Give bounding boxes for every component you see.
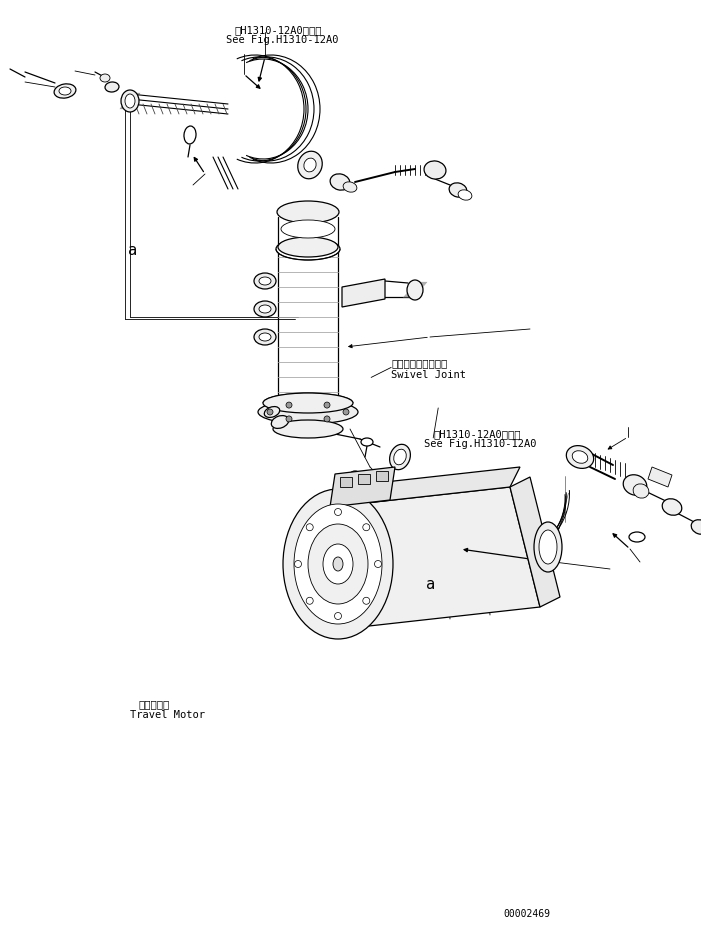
Ellipse shape [330,174,350,191]
Circle shape [306,524,313,531]
Ellipse shape [534,523,562,572]
Text: スイベルジョイント: スイベルジョイント [391,358,447,368]
Text: See Fig.H1310-12A0: See Fig.H1310-12A0 [226,35,338,45]
Ellipse shape [121,91,139,113]
Ellipse shape [273,421,343,438]
Ellipse shape [100,75,110,83]
Ellipse shape [264,407,280,418]
Text: a: a [426,577,435,591]
Circle shape [343,410,349,415]
Text: Travel Motor: Travel Motor [130,709,205,719]
Ellipse shape [283,489,393,640]
Ellipse shape [361,438,373,447]
Polygon shape [330,488,540,628]
Ellipse shape [633,484,649,499]
Polygon shape [342,280,385,308]
Circle shape [324,416,330,423]
Polygon shape [510,477,560,607]
Text: 走行モータ: 走行モータ [138,698,170,708]
Ellipse shape [333,557,343,571]
Text: Swivel Joint: Swivel Joint [391,369,466,379]
Ellipse shape [276,239,340,260]
Bar [340,477,352,488]
Ellipse shape [539,530,557,565]
Ellipse shape [572,451,588,464]
Ellipse shape [298,152,322,180]
Ellipse shape [258,400,358,425]
Polygon shape [648,467,672,488]
Ellipse shape [372,482,388,492]
Circle shape [334,509,341,516]
Ellipse shape [54,84,76,99]
Ellipse shape [424,161,446,180]
Ellipse shape [254,301,276,318]
Ellipse shape [308,525,368,604]
Ellipse shape [125,95,135,108]
Ellipse shape [407,281,423,300]
Ellipse shape [184,127,196,145]
Ellipse shape [343,183,357,193]
Circle shape [294,561,301,568]
Ellipse shape [259,334,271,342]
Ellipse shape [294,504,382,624]
Ellipse shape [278,237,338,258]
Ellipse shape [691,520,701,535]
Circle shape [324,402,330,409]
Bar [358,475,370,485]
Ellipse shape [566,446,594,469]
Ellipse shape [323,544,353,584]
Polygon shape [330,467,520,507]
Ellipse shape [59,88,71,95]
Ellipse shape [259,278,271,286]
Ellipse shape [394,450,407,465]
Ellipse shape [629,532,645,542]
Ellipse shape [458,191,472,201]
Text: See Fig.H1310-12A0: See Fig.H1310-12A0 [424,438,536,449]
Text: 第H1310-12A0図参照: 第H1310-12A0図参照 [235,25,322,35]
Circle shape [267,410,273,415]
Circle shape [363,598,370,604]
Ellipse shape [281,221,335,239]
Circle shape [363,524,370,531]
Text: 第H1310-12A0図参照: 第H1310-12A0図参照 [433,428,521,438]
Circle shape [286,402,292,409]
Text: 00002469: 00002469 [503,908,550,918]
Ellipse shape [105,83,119,93]
Ellipse shape [390,445,410,470]
Ellipse shape [449,184,467,198]
Ellipse shape [254,330,276,346]
Bar [376,472,388,481]
Ellipse shape [304,159,316,172]
Ellipse shape [623,476,647,496]
Ellipse shape [254,273,276,289]
Ellipse shape [271,416,289,429]
Ellipse shape [662,500,682,515]
Polygon shape [330,467,395,507]
Text: a: a [128,243,137,258]
Circle shape [286,416,292,423]
Circle shape [349,472,361,484]
Ellipse shape [263,394,353,413]
Ellipse shape [259,306,271,313]
Ellipse shape [277,202,339,223]
Circle shape [306,598,313,604]
Ellipse shape [339,493,351,502]
Circle shape [334,613,341,620]
Circle shape [374,561,381,568]
